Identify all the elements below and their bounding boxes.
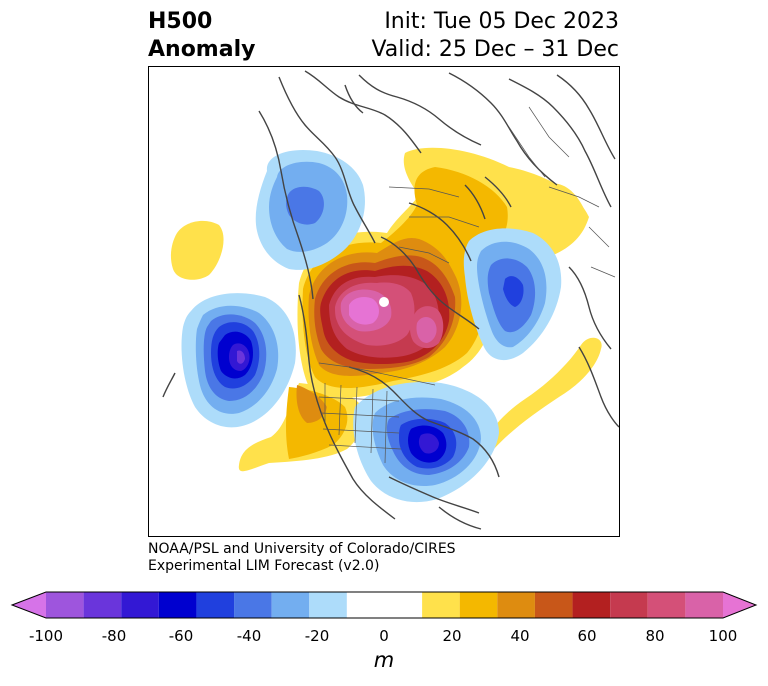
colorbar-bins bbox=[46, 592, 723, 618]
colorbar-tick-label: -100 bbox=[28, 627, 64, 645]
colorbar-bin bbox=[309, 592, 347, 618]
colorbar-tick-label: 100 bbox=[708, 627, 738, 645]
colorbar-bin bbox=[196, 592, 235, 618]
colorbar-tick-label: -60 bbox=[168, 627, 194, 645]
map-title: H500 Anomaly bbox=[148, 8, 255, 64]
colorbar-low-extend bbox=[12, 592, 46, 618]
colorbar-bin bbox=[610, 592, 648, 618]
init-date: Init: Tue 05 Dec 2023 bbox=[384, 9, 619, 34]
negative-anomaly-east-us bbox=[353, 382, 499, 503]
colorbar-tick-label: -40 bbox=[236, 627, 262, 645]
valid-range: Valid: 25 Dec – 31 Dec bbox=[371, 37, 619, 62]
colorbar-tick-label: 0 bbox=[379, 627, 389, 645]
credit-text: NOAA/PSL and University of Colorado/CIRE… bbox=[148, 541, 456, 575]
colorbar-bin bbox=[647, 592, 686, 618]
title-variable: H500 bbox=[148, 9, 213, 34]
colorbar-bin bbox=[534, 592, 573, 618]
colorbar-tick-label: 60 bbox=[577, 627, 597, 645]
colorbar-unit: m bbox=[373, 648, 395, 672]
political-borders bbox=[318, 106, 616, 464]
anomaly-map bbox=[148, 66, 620, 537]
positive-anomaly-greenland bbox=[539, 183, 587, 236]
colorbar-outline bbox=[10, 591, 758, 619]
colorbar-bin bbox=[422, 592, 460, 618]
colorbar-tick-label: 20 bbox=[442, 627, 462, 645]
title-field: Anomaly bbox=[148, 37, 256, 62]
colorbar-bin bbox=[83, 592, 122, 618]
forecast-dates: Init: Tue 05 Dec 2023 Valid: 25 Dec – 31… bbox=[371, 8, 619, 64]
negative-anomaly-europe bbox=[463, 228, 562, 361]
colorbar-bin bbox=[346, 592, 423, 618]
colorbar bbox=[10, 591, 758, 619]
colorbar-tick-label: 80 bbox=[645, 627, 665, 645]
positive-anomaly-pacific bbox=[170, 220, 224, 280]
anomaly-map-svg bbox=[162, 70, 619, 530]
colorbar-bin bbox=[271, 592, 310, 618]
negative-anomaly-pacific bbox=[181, 293, 296, 428]
positive-anomaly-atlantic bbox=[472, 337, 602, 472]
colorbar-bin bbox=[497, 592, 535, 618]
coastlines bbox=[162, 70, 619, 530]
positive-anomaly-arctic bbox=[297, 147, 589, 398]
colorbar-bin bbox=[234, 592, 272, 618]
credit-line-2: Experimental LIM Forecast (v2.0) bbox=[148, 558, 380, 574]
colorbar-tick-label: -20 bbox=[304, 627, 330, 645]
colorbar-bin bbox=[459, 592, 498, 618]
colorbar-tick-label: -80 bbox=[101, 627, 127, 645]
credit-line-1: NOAA/PSL and University of Colorado/CIRE… bbox=[148, 541, 456, 557]
colorbar-bin bbox=[572, 592, 611, 618]
colorbar-tick-label: 40 bbox=[510, 627, 530, 645]
colorbar-bin bbox=[121, 592, 159, 618]
colorbar-bin bbox=[46, 592, 84, 618]
positive-anomaly-west-us bbox=[238, 383, 364, 472]
colorbar-bin bbox=[685, 592, 723, 618]
colorbar-bin bbox=[158, 592, 197, 618]
colorbar-high-extend bbox=[723, 592, 756, 618]
